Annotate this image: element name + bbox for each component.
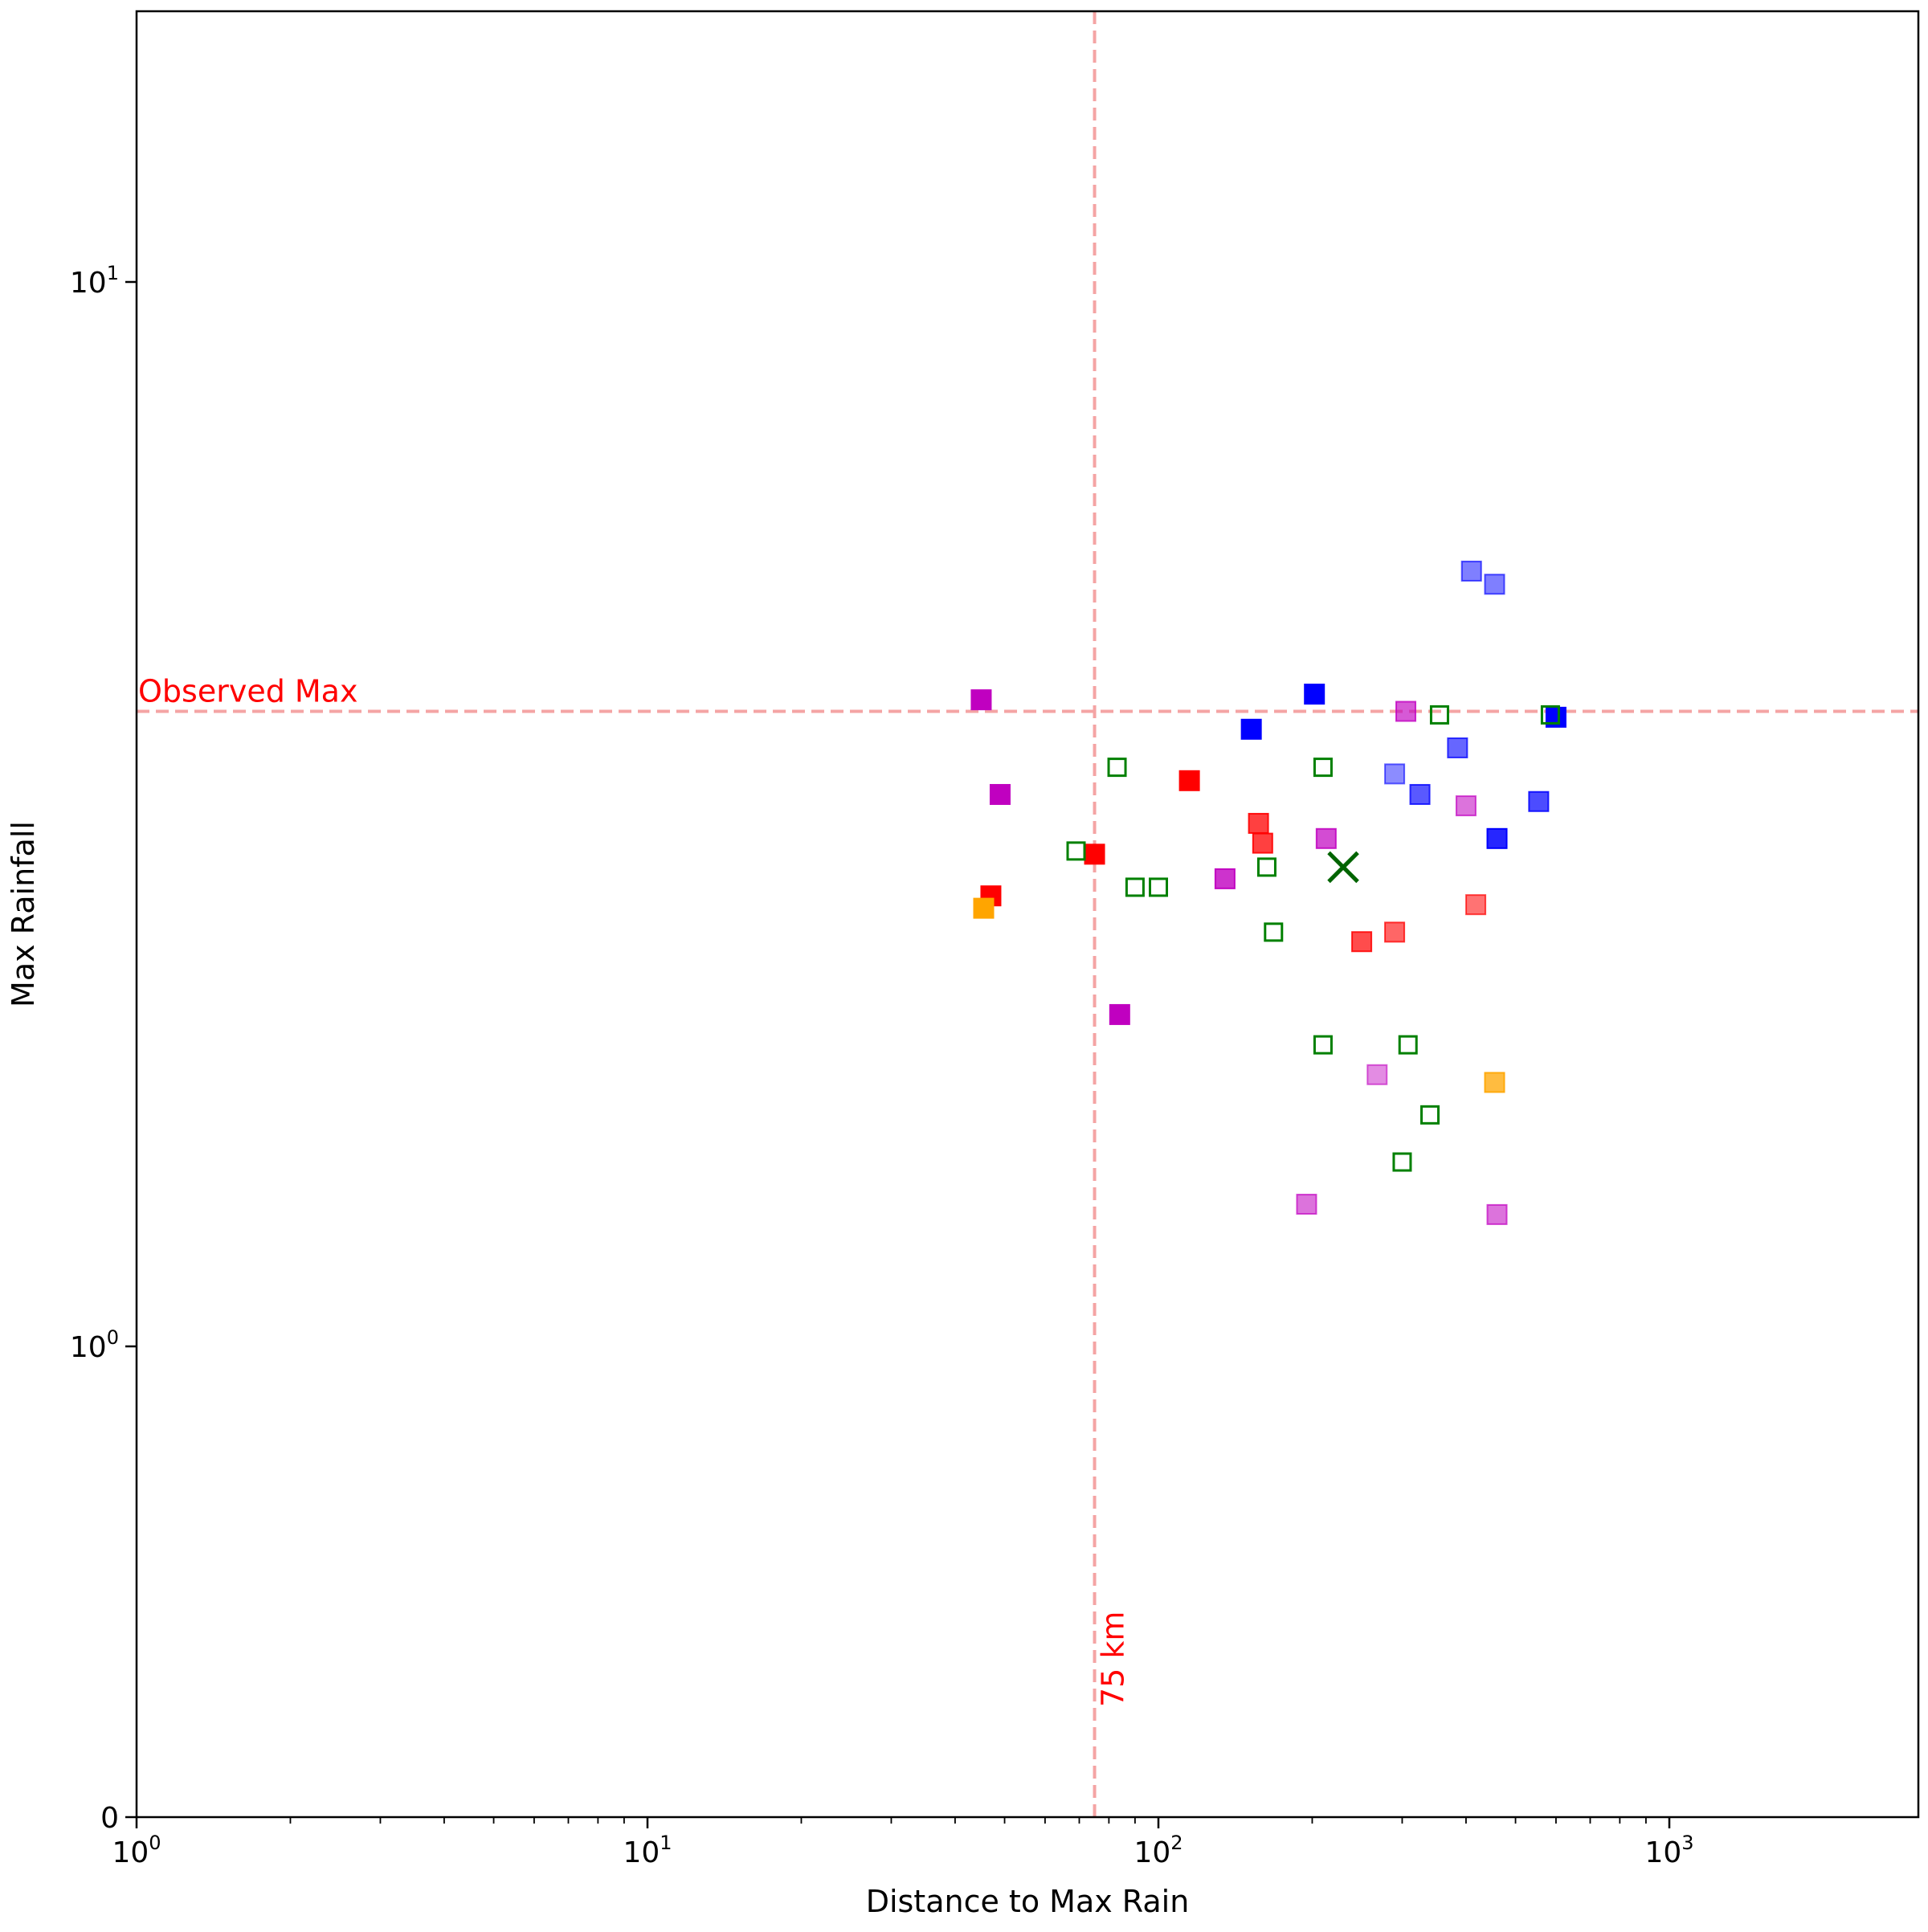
data-point-s0-5 <box>1409 783 1431 805</box>
data-point-s1-1 <box>1084 843 1105 865</box>
data-point-s4-12 <box>1392 1152 1412 1172</box>
data-point-s0-7 <box>1460 560 1482 582</box>
data-point-s2-3 <box>1214 868 1236 889</box>
observed-max-label: Observed Max <box>138 674 357 709</box>
data-point-s4-9 <box>1313 1035 1333 1055</box>
data-point-s1-6 <box>1384 921 1406 943</box>
data-point-s1-5 <box>1351 931 1373 953</box>
data-point-s4-1 <box>1066 841 1086 861</box>
data-point-s0-9 <box>1384 763 1406 785</box>
data-point-s4-7 <box>1429 705 1449 725</box>
data-point-s4-5 <box>1264 922 1284 942</box>
data-point-s4-6 <box>1313 758 1333 778</box>
data-point-s3-0 <box>973 897 995 919</box>
data-point-s1-0 <box>1178 770 1200 791</box>
data-point-s4-4 <box>1256 857 1276 877</box>
data-point-s2-1 <box>989 783 1011 805</box>
x-axis-label: Distance to Max Rain <box>866 1884 1190 1919</box>
data-point-s3-1 <box>1484 1072 1505 1093</box>
data-point-s1-7 <box>1465 894 1487 916</box>
data-point-s0-6 <box>1447 737 1468 758</box>
data-point-s2-2 <box>1109 1003 1130 1025</box>
data-point-s2-5 <box>1395 701 1417 722</box>
data-point-s2-6 <box>1455 795 1477 817</box>
data-point-s0-3 <box>1486 827 1508 849</box>
x-axis-ticks: 100 101 102 103 <box>112 1817 1694 1869</box>
data-point-s4-3 <box>1149 877 1168 897</box>
data-point-s2-0 <box>970 689 992 711</box>
data-point-s4-0 <box>1107 758 1127 778</box>
plot-frame <box>135 10 1920 1819</box>
data-point-s4-10 <box>1398 1035 1418 1055</box>
y-axis-label: Max Rainfall <box>6 821 41 1007</box>
data-point-s4-8 <box>1540 705 1560 725</box>
data-point-s2-7 <box>1366 1064 1388 1085</box>
data-point-s0-8 <box>1484 574 1505 595</box>
data-point-s4-2 <box>1125 877 1145 897</box>
data-point-s0-1 <box>1304 684 1326 705</box>
y-tick-label-1: 100 <box>70 1326 119 1364</box>
data-point-s2-8 <box>1296 1194 1317 1215</box>
mean-x-marker <box>1327 851 1359 884</box>
distance-75km-label: 75 km <box>1096 1611 1131 1707</box>
data-point-s1-3 <box>1248 812 1269 834</box>
data-point-s2-9 <box>1486 1203 1508 1225</box>
data-point-s2-4 <box>1315 827 1337 849</box>
data-point-s0-0 <box>1240 718 1262 740</box>
y-tick-label-0: 0 <box>100 1802 119 1835</box>
data-point-s4-11 <box>1420 1105 1440 1125</box>
data-point-s1-4 <box>1252 832 1273 854</box>
reference-lines: Observed Max 75 km <box>137 11 1918 1817</box>
data-point-s0-4 <box>1528 790 1550 812</box>
data-points <box>970 560 1566 1225</box>
